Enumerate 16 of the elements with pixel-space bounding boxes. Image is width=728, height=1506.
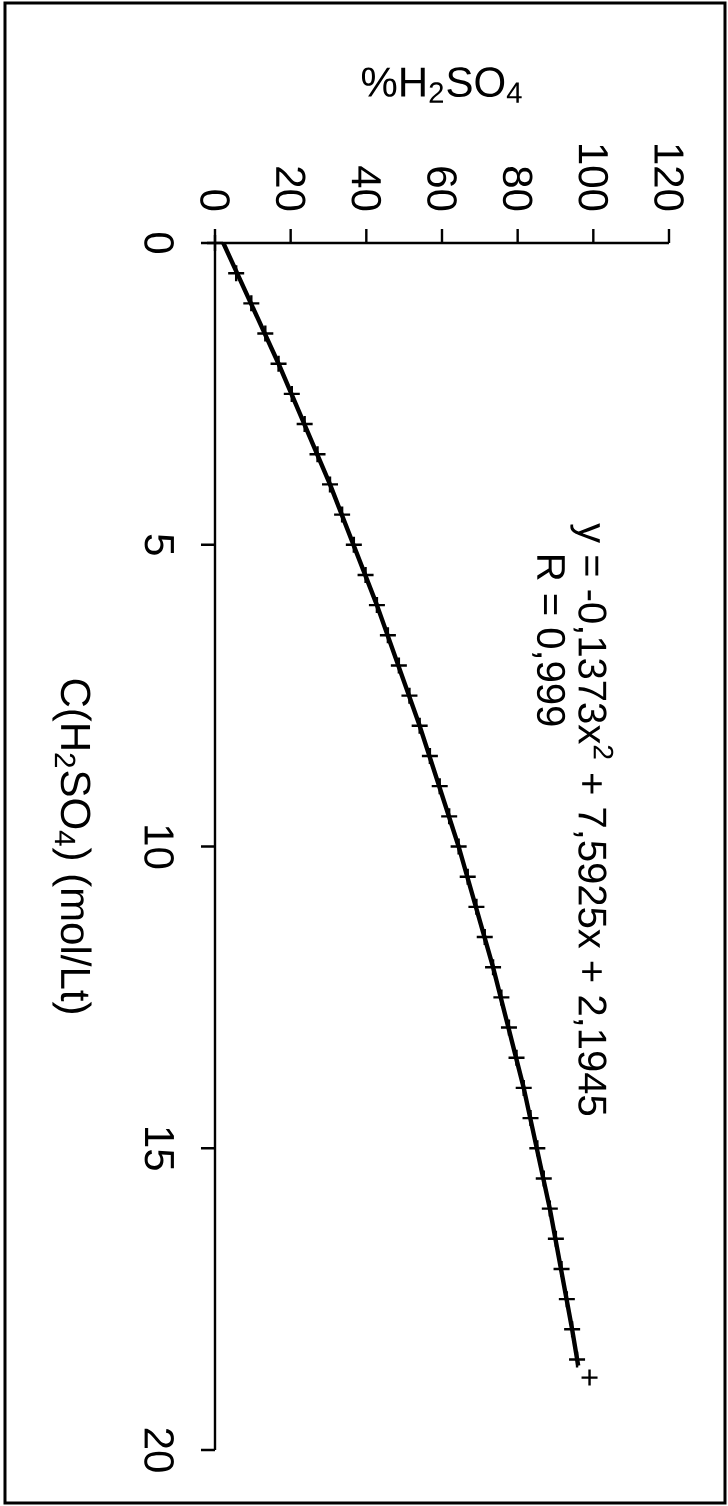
annotation: y = -0,1373x$^{2}$ + 7,5925x + 2,1945 [570,523,614,1116]
x-tick-label: 100 [578,145,609,211]
y-tick-label: 5 [144,534,174,555]
annotation: R = 0,999 [532,556,566,726]
x-tick-label: 60 [427,167,457,211]
y-axis-title: C(H$_{2}$SO$_{4}$) (mol/Lt) [52,679,92,1013]
x-tick-label: 80 [502,167,533,211]
y-tick-label: 10 [144,826,174,869]
x-tick-label: 40 [351,166,382,211]
y-tick-label: 20 [144,1428,174,1472]
y-tick-label: 0 [144,232,174,254]
x-axis-title: %H$_{2}$SO$_{4}$ [361,67,522,103]
y-tick-label: 15 [144,1128,174,1170]
x-tick-label: 120 [654,145,684,211]
x-tick-label: 20 [275,167,306,211]
x-tick-label: 0 [200,190,230,211]
